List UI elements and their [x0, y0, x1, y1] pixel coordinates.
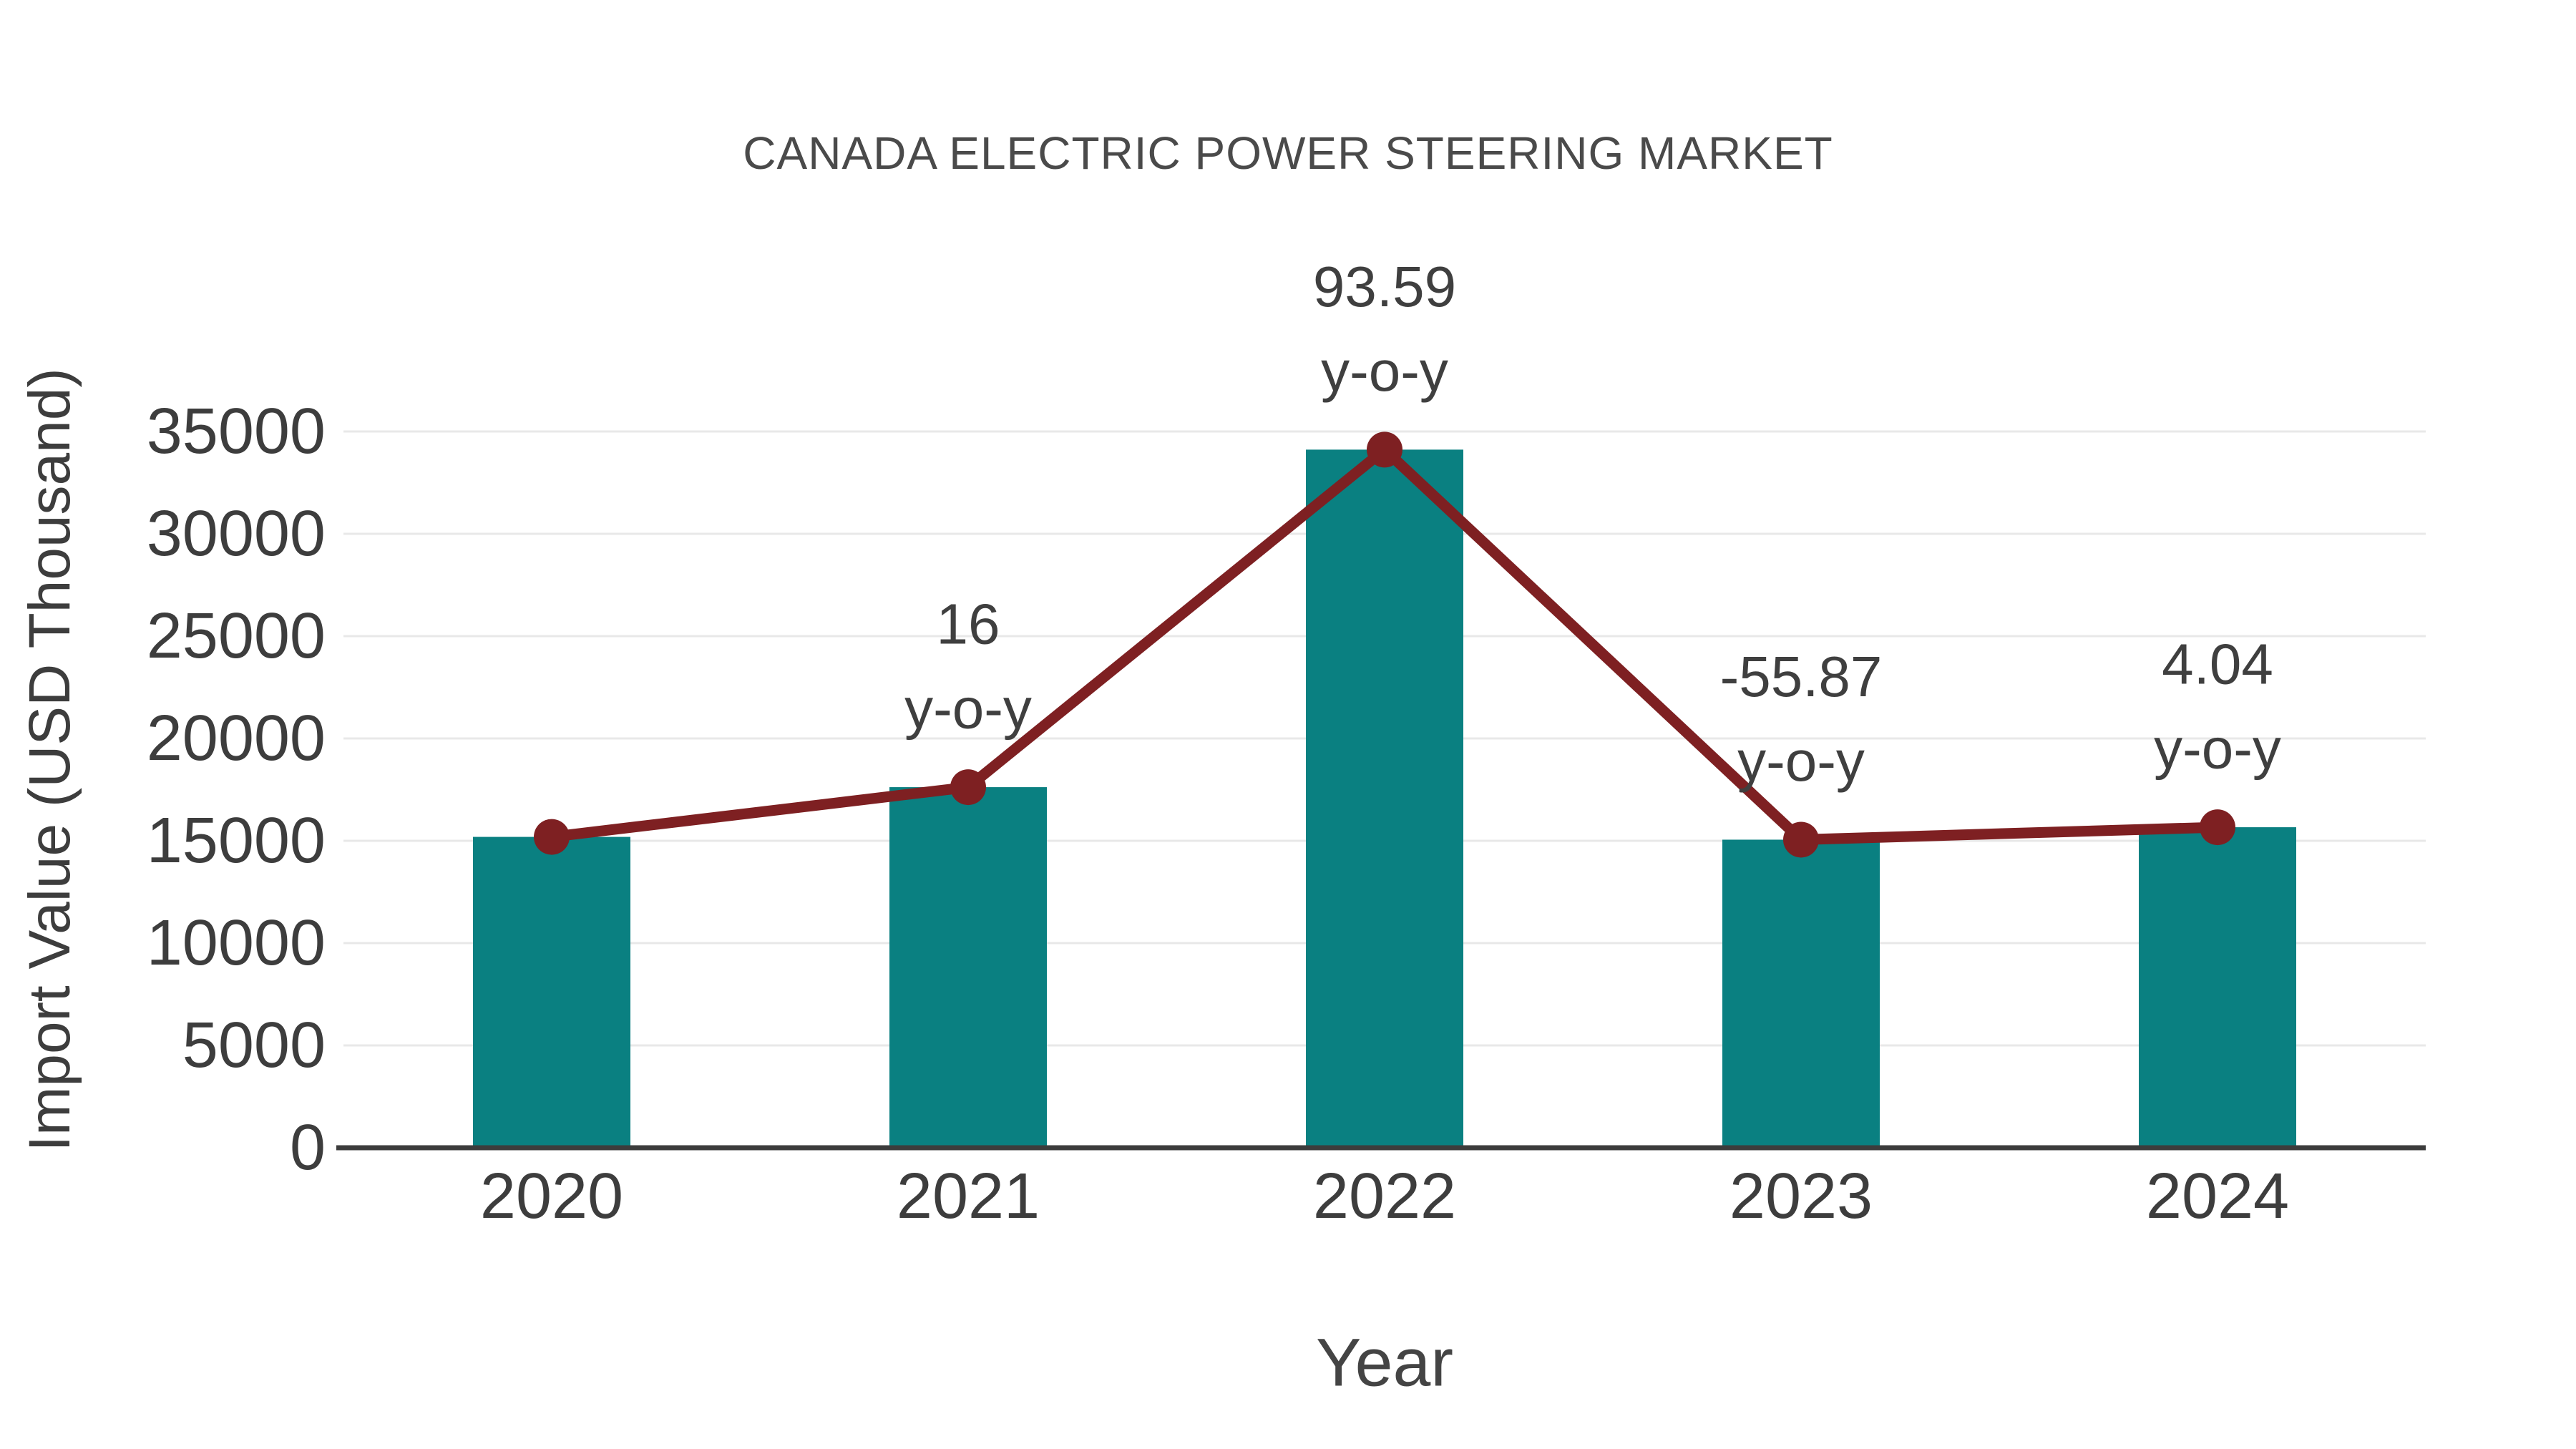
data-point-marker-2021 — [950, 769, 986, 806]
annotation-value-2023: -55.87 — [1720, 645, 1883, 708]
x-tick-label-2021: 2021 — [897, 1161, 1040, 1232]
y-tick-label-35000: 35000 — [147, 396, 326, 467]
y-tick-label-25000: 25000 — [147, 600, 326, 672]
annotation-value-2022: 93.59 — [1313, 255, 1456, 318]
x-tick-label-2020: 2020 — [480, 1161, 623, 1232]
x-tick-label-2022: 2022 — [1313, 1161, 1456, 1232]
x-axis-title: Year — [1316, 1324, 1453, 1401]
bar-2021 — [889, 787, 1047, 1148]
annotation-value-2021: 16 — [937, 592, 1000, 656]
annotation-suffix-2023: y-o-y — [1737, 729, 1865, 793]
bar-2023 — [1722, 839, 1880, 1148]
y-tick-label-10000: 10000 — [147, 907, 326, 979]
x-tick-label-2023: 2023 — [1729, 1161, 1873, 1232]
annotation-suffix-2021: y-o-y — [904, 677, 1032, 741]
chart-title: CANADA ELECTRIC POWER STEERING MARKET — [743, 127, 1833, 179]
annotation-suffix-2024: y-o-y — [2154, 717, 2281, 781]
data-point-marker-2022 — [1367, 431, 1402, 468]
y-axis-title: Import Value (USD Thousand) — [17, 368, 82, 1152]
bar-2022 — [1306, 449, 1463, 1148]
x-tick-label-2024: 2024 — [2146, 1161, 2289, 1232]
bar-2020 — [473, 836, 630, 1148]
annotation-suffix-2022: y-o-y — [1321, 339, 1448, 403]
data-point-marker-2024 — [2200, 809, 2235, 846]
y-tick-label-0: 0 — [290, 1112, 326, 1184]
y-tick-label-30000: 30000 — [147, 498, 326, 570]
annotation-value-2024: 4.04 — [2162, 633, 2273, 696]
y-tick-label-15000: 15000 — [147, 805, 326, 877]
y-tick-label-5000: 5000 — [182, 1010, 326, 1081]
bar-2024 — [2139, 827, 2296, 1148]
y-tick-label-20000: 20000 — [147, 703, 326, 774]
data-point-marker-2020 — [534, 819, 570, 855]
data-point-marker-2023 — [1783, 821, 1819, 858]
